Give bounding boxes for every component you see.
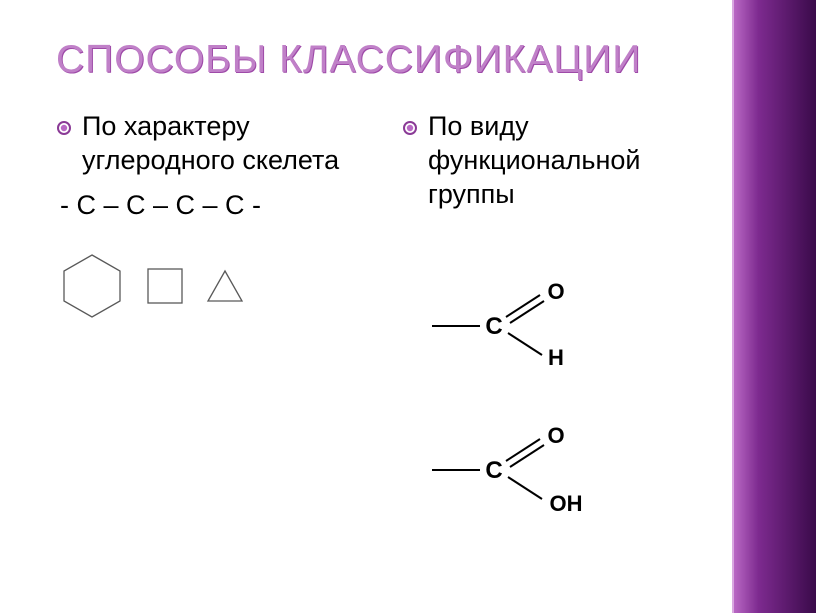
functional-group-diagrams: C O H C O OH bbox=[432, 281, 708, 517]
right-column: По виду функциональной группы C O H C bbox=[402, 110, 708, 517]
left-heading: По характеру углеродного скелета bbox=[82, 110, 362, 178]
skeleton-shapes bbox=[58, 251, 362, 321]
slide-content: СПОСОБЫ КЛАССИФИКАЦИИ По характеру углер… bbox=[0, 0, 732, 613]
slide-title: СПОСОБЫ КЛАССИФИКАЦИИ bbox=[56, 38, 708, 82]
bullet-item-functional: По виду функциональной группы bbox=[402, 110, 708, 211]
hydroxyl-label: OH bbox=[550, 491, 583, 516]
triangle-icon bbox=[204, 266, 246, 306]
bullet-icon bbox=[402, 120, 418, 136]
carboxyl-group: C O OH bbox=[432, 423, 602, 517]
slide-sidebar bbox=[732, 0, 816, 613]
oxygen-dbl-label: O bbox=[547, 423, 564, 448]
carbon-chain: - С – С – С – С - bbox=[60, 190, 362, 221]
bullet-item-skeleton: По характеру углеродного скелета bbox=[56, 110, 362, 178]
carbon-label: C bbox=[485, 457, 502, 484]
carbon-label: C bbox=[485, 313, 502, 340]
bullet-icon bbox=[56, 120, 72, 136]
aldehyde-group: C O H bbox=[432, 281, 592, 371]
hydrogen-label: H bbox=[548, 345, 564, 370]
oxygen-dbl-label: O bbox=[547, 281, 564, 304]
right-heading: По виду функциональной группы bbox=[428, 110, 708, 211]
hexagon-icon bbox=[58, 251, 126, 321]
square-icon bbox=[144, 265, 186, 307]
left-column: По характеру углеродного скелета - С – С… bbox=[56, 110, 362, 517]
columns: По характеру углеродного скелета - С – С… bbox=[56, 110, 708, 517]
